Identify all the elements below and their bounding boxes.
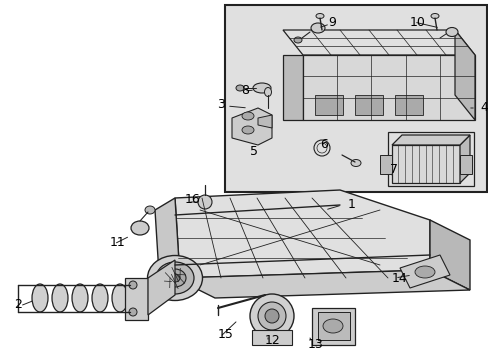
Text: 2: 2 (14, 298, 22, 311)
Ellipse shape (242, 112, 253, 120)
Polygon shape (429, 220, 469, 290)
Text: 1: 1 (347, 198, 355, 211)
Bar (314, 95, 342, 115)
Text: 15: 15 (218, 328, 233, 342)
Text: 12: 12 (264, 333, 280, 346)
Text: 3: 3 (217, 99, 224, 112)
Ellipse shape (131, 221, 149, 235)
Bar (125, 278, 148, 320)
Polygon shape (283, 30, 474, 55)
Ellipse shape (92, 284, 108, 312)
Polygon shape (175, 270, 469, 298)
Ellipse shape (170, 274, 180, 282)
Ellipse shape (32, 284, 48, 312)
Ellipse shape (52, 284, 68, 312)
Text: 7: 7 (389, 163, 397, 176)
Polygon shape (399, 255, 449, 288)
Text: 10: 10 (409, 15, 425, 28)
Text: 16: 16 (184, 193, 201, 207)
Ellipse shape (112, 284, 128, 312)
Polygon shape (258, 115, 271, 128)
Ellipse shape (242, 126, 253, 134)
Bar (379, 155, 391, 174)
Polygon shape (454, 30, 474, 120)
Ellipse shape (315, 13, 324, 18)
Text: 11: 11 (110, 235, 125, 248)
Polygon shape (391, 135, 469, 145)
Ellipse shape (72, 284, 88, 312)
Ellipse shape (147, 256, 202, 301)
Circle shape (129, 308, 137, 316)
Text: 5: 5 (249, 145, 258, 158)
Polygon shape (155, 198, 180, 290)
Polygon shape (459, 135, 469, 183)
Text: 9: 9 (327, 15, 335, 28)
Ellipse shape (414, 266, 434, 278)
Bar (317, 312, 349, 340)
Text: 14: 14 (391, 271, 407, 284)
Polygon shape (391, 145, 459, 183)
Ellipse shape (310, 23, 325, 33)
Bar (224, 5, 486, 192)
Bar (459, 155, 471, 174)
Bar (387, 132, 473, 186)
Ellipse shape (264, 87, 271, 96)
Circle shape (264, 309, 279, 323)
Polygon shape (231, 108, 271, 145)
Polygon shape (283, 55, 303, 120)
Ellipse shape (293, 37, 302, 43)
Text: 13: 13 (307, 338, 323, 351)
Ellipse shape (445, 27, 457, 36)
Polygon shape (148, 260, 175, 315)
Text: 4: 4 (479, 102, 487, 114)
Circle shape (258, 302, 285, 330)
Ellipse shape (252, 83, 270, 93)
Ellipse shape (145, 206, 155, 214)
Text: 8: 8 (241, 84, 248, 96)
Bar (251, 330, 291, 345)
Circle shape (129, 281, 137, 289)
Circle shape (249, 294, 293, 338)
Polygon shape (303, 55, 474, 120)
Circle shape (198, 195, 212, 209)
Bar (311, 308, 354, 345)
Ellipse shape (323, 319, 342, 333)
Ellipse shape (350, 159, 360, 166)
Polygon shape (175, 190, 429, 278)
Ellipse shape (430, 13, 438, 18)
Bar (354, 95, 382, 115)
Ellipse shape (236, 85, 244, 91)
Ellipse shape (163, 269, 185, 287)
Text: 6: 6 (319, 139, 327, 152)
Ellipse shape (156, 262, 194, 294)
Bar (394, 95, 422, 115)
